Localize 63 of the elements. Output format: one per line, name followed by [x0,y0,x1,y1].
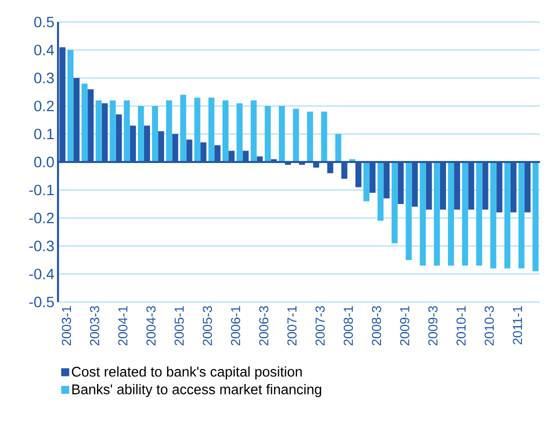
x-tick-label: 2011-1 [512,306,522,344]
x-tick-label: 2003-1 [62,306,72,346]
bar [518,162,524,268]
x-tick-label: 2007-1 [287,306,297,346]
y-tick-label: -0.2 [29,212,54,224]
x-tick-label: 2010-3 [484,306,494,346]
x-tick-label: 2006-3 [259,306,268,346]
x-tick-label: 2005-1 [174,306,184,346]
x-tick-label: 2008-3 [372,306,382,346]
x-tick-label: 2004-3 [146,306,156,346]
y-tick-label: 0.2 [34,100,54,112]
x-tick-label: 2004-1 [118,306,128,346]
x-tick-label: 2008-1 [344,306,353,346]
x-tick-label: 2009-3 [428,306,438,346]
legend-label: Cost related to bank's capital position [72,366,302,380]
bar [292,108,299,162]
bar [532,162,539,272]
y-tick-label: -0.1 [29,184,54,196]
bar [321,112,328,162]
x-tick-label: 2003-3 [90,306,100,346]
bar [222,100,228,162]
bar [406,162,412,260]
bar [194,98,200,162]
bar [152,106,158,162]
bar [124,100,130,162]
y-tick-label: -0.5 [29,296,54,308]
bar [307,112,314,162]
y-tick-label: 0.5 [34,16,54,28]
bar [67,50,74,162]
x-tick-label: 2010-1 [456,306,466,346]
bar [180,94,186,162]
bar [392,162,398,244]
bar [434,162,440,266]
x-tick-label: 2006-1 [230,306,240,346]
bar [335,134,342,162]
y-tick-label: -0.3 [29,240,54,252]
bar [138,106,144,162]
bar [476,162,482,266]
bar [166,100,172,162]
bar [82,84,88,162]
x-tick-label: 2009-1 [400,306,410,346]
bar [110,100,116,162]
bar [264,106,271,162]
x-tick-label: 2005-3 [202,306,212,346]
y-tick-label: 0.4 [34,44,54,56]
bar [250,100,257,162]
bar [363,162,370,202]
y-tick-label: 0.1 [34,128,54,140]
y-tick-label: 0.3 [34,72,54,84]
bar [208,98,214,162]
bar [504,162,510,268]
bar [420,162,426,266]
bar [378,162,384,221]
bar [96,100,102,162]
legend-label: Banks' ability to access market financing [72,384,322,398]
y-tick-label: -0.4 [29,268,54,280]
bar [462,162,468,266]
bar [278,106,285,162]
bar [236,103,243,162]
x-tick-label: 2007-3 [316,306,325,346]
bar [490,162,496,268]
bar [448,162,454,266]
y-tick-label: 0.0 [34,156,54,168]
